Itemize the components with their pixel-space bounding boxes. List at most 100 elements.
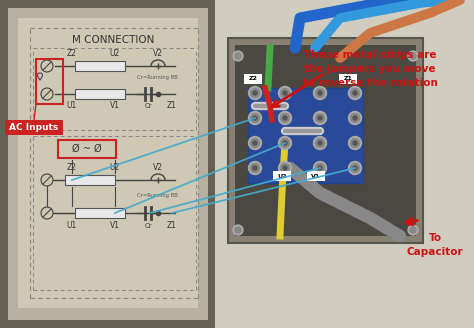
Circle shape [353, 116, 357, 120]
FancyBboxPatch shape [5, 120, 63, 135]
Circle shape [250, 89, 259, 97]
Text: Z1: Z1 [167, 101, 177, 111]
Circle shape [318, 166, 322, 170]
FancyBboxPatch shape [339, 74, 357, 84]
Circle shape [318, 116, 322, 120]
Circle shape [313, 161, 327, 174]
Text: Cr: Cr [144, 223, 152, 229]
Bar [248, 88, 363, 183]
Circle shape [318, 91, 322, 95]
Text: Z2: Z2 [248, 76, 257, 81]
Text: U2: U2 [277, 174, 287, 178]
Circle shape [408, 51, 418, 61]
Text: V1: V1 [110, 221, 120, 231]
FancyBboxPatch shape [307, 171, 325, 181]
Circle shape [248, 112, 262, 125]
Circle shape [253, 141, 257, 145]
Circle shape [279, 161, 292, 174]
Circle shape [253, 116, 257, 120]
Circle shape [313, 136, 327, 150]
Text: Ø ~ Ø: Ø ~ Ø [72, 144, 102, 154]
Circle shape [248, 161, 262, 174]
Circle shape [253, 91, 257, 95]
Circle shape [353, 141, 357, 145]
Circle shape [41, 174, 53, 186]
Circle shape [233, 225, 243, 235]
Text: Z2: Z2 [67, 50, 77, 58]
Circle shape [281, 113, 290, 122]
Text: To
Capacitor: To Capacitor [407, 233, 463, 257]
Circle shape [348, 136, 362, 150]
Circle shape [348, 87, 362, 99]
Circle shape [248, 87, 262, 99]
FancyBboxPatch shape [75, 208, 125, 218]
Text: V2: V2 [153, 50, 163, 58]
Circle shape [283, 116, 287, 120]
Text: These metal strips are
the jumpers you move
to reverse the rotation: These metal strips are the jumpers you m… [302, 50, 438, 88]
Text: Z1: Z1 [167, 221, 177, 231]
Circle shape [353, 166, 357, 170]
Circle shape [279, 112, 292, 125]
Circle shape [410, 227, 416, 233]
Circle shape [316, 113, 325, 122]
Bar [228, 38, 423, 243]
Circle shape [313, 112, 327, 125]
Text: V1: V1 [110, 101, 120, 111]
Circle shape [283, 91, 287, 95]
Circle shape [250, 138, 259, 148]
Circle shape [250, 163, 259, 173]
FancyBboxPatch shape [75, 89, 125, 99]
Text: U1: U1 [67, 101, 77, 111]
Circle shape [316, 163, 325, 173]
Circle shape [281, 89, 290, 97]
Circle shape [283, 141, 287, 145]
Text: Cr=Running BB: Cr=Running BB [137, 194, 178, 198]
Text: Cr=Running BB: Cr=Running BB [137, 75, 178, 80]
Circle shape [41, 60, 53, 72]
Circle shape [316, 89, 325, 97]
Circle shape [316, 138, 325, 148]
Bar [215, 0, 474, 328]
Circle shape [248, 136, 262, 150]
Text: U2: U2 [110, 163, 120, 173]
Circle shape [279, 136, 292, 150]
Circle shape [253, 166, 257, 170]
Circle shape [281, 138, 290, 148]
Circle shape [41, 207, 53, 219]
Text: Cr: Cr [144, 103, 152, 109]
Text: U2: U2 [110, 50, 120, 58]
Circle shape [318, 141, 322, 145]
FancyBboxPatch shape [65, 175, 115, 185]
Bar [235, 45, 416, 236]
Circle shape [410, 53, 416, 59]
Circle shape [283, 166, 287, 170]
Bar [0, 0, 215, 328]
Circle shape [350, 163, 359, 173]
Circle shape [41, 88, 53, 100]
Circle shape [350, 89, 359, 97]
Circle shape [350, 113, 359, 122]
Circle shape [348, 112, 362, 125]
Text: AC Inputs: AC Inputs [9, 124, 59, 133]
Bar [8, 8, 208, 320]
Text: Z1: Z1 [344, 76, 353, 81]
Circle shape [313, 87, 327, 99]
Circle shape [353, 91, 357, 95]
FancyBboxPatch shape [75, 61, 125, 71]
Circle shape [281, 163, 290, 173]
Text: Z2: Z2 [67, 163, 77, 173]
Text: M CONNECTION: M CONNECTION [72, 35, 154, 45]
FancyBboxPatch shape [273, 171, 291, 181]
Circle shape [235, 227, 241, 233]
Circle shape [235, 53, 241, 59]
Circle shape [408, 225, 418, 235]
Circle shape [348, 161, 362, 174]
Circle shape [250, 113, 259, 122]
Circle shape [350, 138, 359, 148]
Circle shape [233, 51, 243, 61]
Text: V2: V2 [153, 163, 163, 173]
Text: V1: V1 [311, 174, 320, 178]
FancyBboxPatch shape [244, 74, 262, 84]
Circle shape [279, 87, 292, 99]
Bar [18, 18, 198, 308]
